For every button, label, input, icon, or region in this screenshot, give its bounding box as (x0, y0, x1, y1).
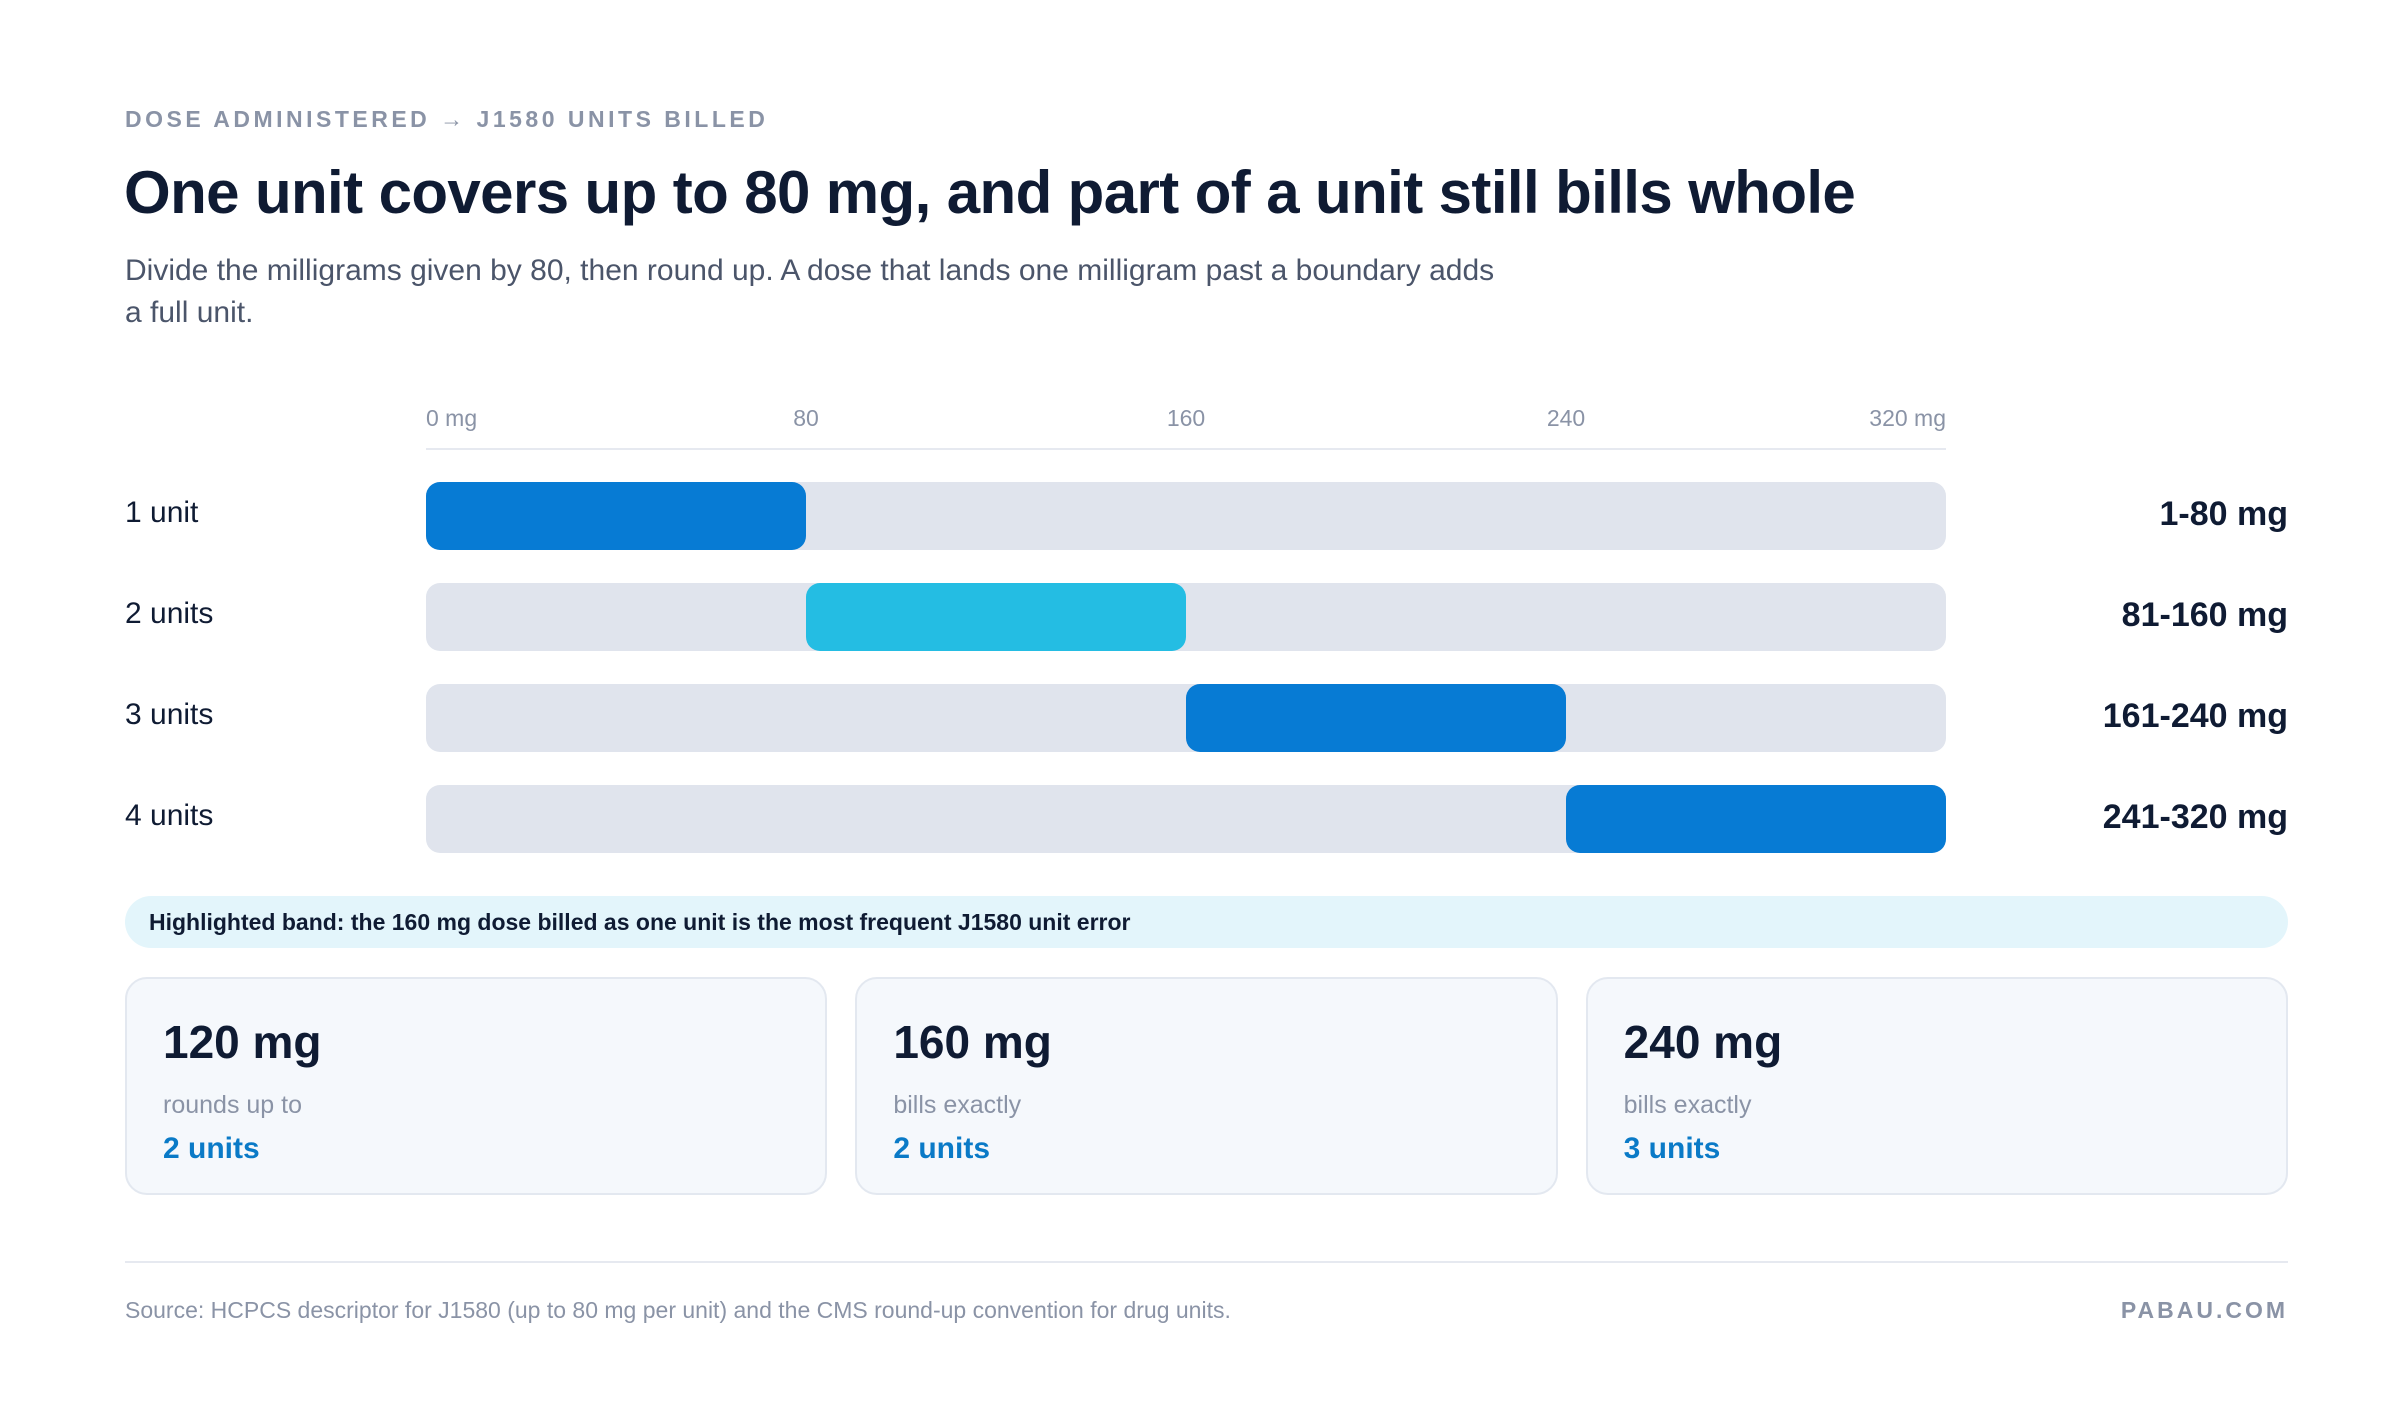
example-card: 160 mg bills exactly 2 units (855, 977, 1558, 1195)
range-bar (806, 583, 1186, 651)
card-dose: 160 mg (893, 1016, 1052, 1068)
card-note: rounds up to (163, 1091, 302, 1119)
row-label: 2 units (125, 597, 214, 630)
source-note: Source: HCPCS descriptor for J1580 (up t… (125, 1297, 1231, 1323)
callout-band: Highlighted band: the 160 mg dose billed… (125, 896, 2288, 948)
range-label: 241-320 mg (2102, 798, 2288, 836)
card-dose: 120 mg (163, 1016, 322, 1068)
card-note: bills exactly (1623, 1091, 1752, 1119)
bar-track (426, 482, 1946, 550)
example-card: 120 mg rounds up to 2 units (125, 977, 828, 1195)
example-cards: 120 mg rounds up to 2 units 160 mg bills… (125, 977, 2288, 1195)
x-tick-label: 0 mg (426, 405, 478, 431)
range-bar (1186, 684, 1566, 752)
bar-track (426, 785, 1946, 853)
axis-line (426, 448, 1946, 450)
row-label: 4 units (125, 799, 214, 832)
card-units: 2 units (893, 1132, 991, 1165)
card-units: 3 units (1623, 1132, 1721, 1165)
range-bar (426, 482, 806, 550)
range-bar (1566, 785, 1946, 853)
card-units: 2 units (163, 1132, 260, 1165)
bar-track (426, 684, 1946, 752)
chart: 0 mg 80 160 240 320 mg 1 unit 1-80 mg 2 units 81… (125, 405, 2289, 853)
eyebrow: DOSE ADMINISTERED → J1580 UNITS BILLED (125, 106, 769, 132)
range-label: 161-240 mg (2102, 697, 2288, 735)
example-card: 240 mg bills exactly 3 units (1585, 977, 2288, 1195)
x-tick-label: 80 (793, 405, 819, 431)
chart-subtitle: Divide the milligrams given by 80, then … (125, 254, 1495, 329)
card-note: bills exactly (893, 1091, 1022, 1119)
chart-title: One unit covers up to 80 mg, and part of… (124, 159, 1856, 226)
footer-divider (125, 1261, 2288, 1263)
x-tick-label: 160 (1166, 405, 1206, 431)
card-dose: 240 mg (1623, 1016, 1783, 1068)
range-label: 81-160 mg (2121, 596, 2288, 634)
x-tick-label: 320 mg (1869, 405, 1946, 431)
row-label: 3 units (125, 698, 214, 731)
brand-link[interactable]: PABAU.COM (2120, 1297, 2288, 1323)
x-tick-label: 240 (1546, 405, 1586, 431)
bar-track (426, 583, 1946, 651)
row-label: 1 unit (125, 496, 199, 529)
range-label: 1-80 mg (2159, 495, 2289, 533)
